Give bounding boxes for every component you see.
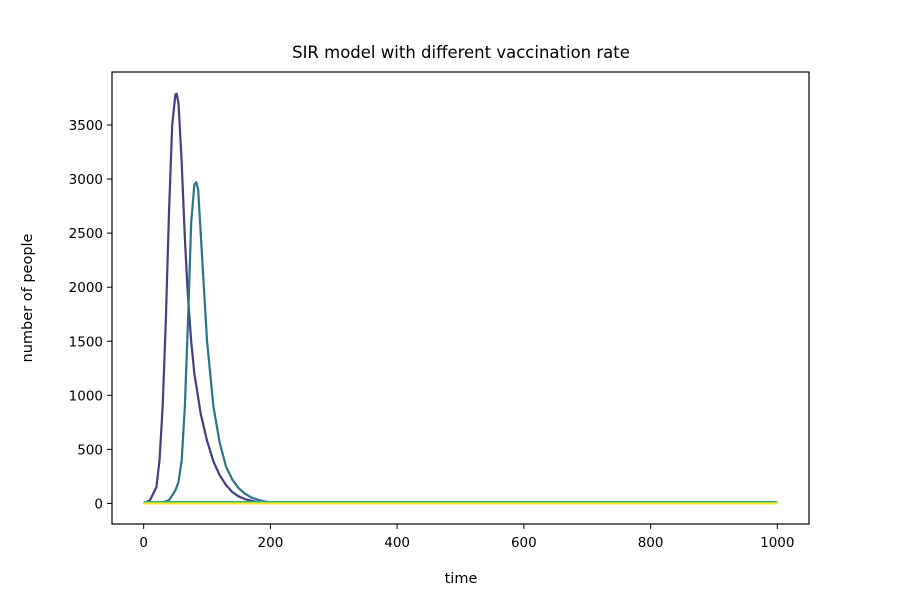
x-tick-label: 800 (638, 535, 664, 551)
y-tick-label: 2500 (69, 226, 103, 242)
y-axis-label: number of people (20, 233, 36, 362)
y-tick-label: 0 (94, 496, 103, 512)
x-tick-label: 400 (384, 535, 410, 551)
x-tick-label: 200 (258, 535, 284, 551)
y-tick-label: 2000 (69, 280, 103, 296)
x-tick-label: 1000 (760, 535, 794, 551)
y-tick-label: 3500 (69, 118, 103, 134)
y-tick-label: 1500 (69, 334, 103, 350)
y-axis: 0 500 1000 1500 2000 2500 3000 3500 (69, 118, 112, 512)
x-axis-label: time (445, 571, 478, 587)
y-tick-label: 500 (77, 442, 103, 458)
plot-area (143, 92, 778, 505)
axes-frame (111, 71, 810, 525)
chart-title: SIR model with different vaccination rat… (292, 43, 630, 62)
series-line-1 (143, 92, 778, 505)
x-tick-label: 0 (139, 535, 148, 551)
x-tick-label: 600 (511, 535, 537, 551)
y-tick-label: 1000 (69, 388, 103, 404)
y-tick-label: 3000 (69, 172, 103, 188)
series-line-2 (143, 181, 778, 505)
x-axis: 0 200 400 600 800 1000 (139, 524, 794, 551)
